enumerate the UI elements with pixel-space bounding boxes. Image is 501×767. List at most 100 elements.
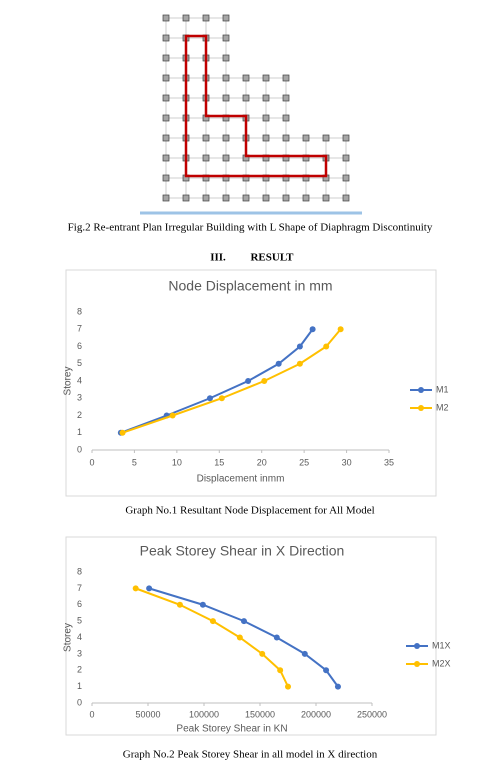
column-node	[282, 114, 290, 122]
data-point	[277, 667, 284, 674]
data-point	[296, 360, 303, 367]
data-point	[259, 650, 266, 657]
legend-label: M2X	[432, 658, 451, 668]
column-node	[162, 194, 170, 202]
column-node	[262, 94, 270, 102]
data-point	[146, 585, 153, 592]
chart-title: Node Displacement in mm	[168, 278, 332, 294]
l-shape-outline	[184, 34, 328, 178]
series-line	[120, 328, 314, 434]
column-node	[342, 154, 350, 162]
data-point	[301, 650, 308, 657]
y-tick-label: 4	[77, 375, 82, 385]
x-tick-label: 0	[89, 709, 94, 719]
x-axis-label: Peak Storey Shear in KN	[176, 724, 287, 735]
column-node	[282, 74, 290, 82]
column-node	[162, 34, 170, 42]
data-point	[323, 667, 330, 674]
legend-label: M2	[436, 402, 449, 412]
legend-marker	[418, 405, 424, 411]
column-node	[162, 134, 170, 142]
data-point	[296, 343, 303, 350]
column-node	[162, 114, 170, 122]
graph-caption: Graph No.1 Resultant Node Displacement f…	[125, 505, 374, 517]
column-node	[202, 154, 210, 162]
building-plan	[162, 14, 350, 202]
column-node	[202, 194, 210, 202]
figure-caption: Fig.2 Re-entrant Plan Irregular Building…	[68, 222, 433, 234]
legend-marker	[414, 661, 420, 667]
section-title: RESULT	[250, 252, 294, 264]
data-point	[273, 634, 280, 641]
y-tick-label: 6	[77, 599, 82, 609]
column-node	[222, 194, 230, 202]
y-axis-label: Storey	[63, 367, 74, 396]
column-node	[222, 54, 230, 62]
column-node	[162, 14, 170, 22]
column-node	[162, 74, 170, 82]
column-node	[222, 134, 230, 142]
column-node	[262, 194, 270, 202]
y-tick-label: 1	[77, 427, 82, 437]
column-node	[262, 74, 270, 82]
x-tick-label: 20	[257, 457, 267, 467]
column-node	[302, 194, 310, 202]
chart-frame	[65, 269, 437, 497]
y-tick-label: 5	[77, 616, 82, 626]
data-point	[261, 378, 268, 384]
series-line	[122, 328, 342, 434]
y-tick-label: 3	[77, 393, 82, 403]
x-tick-label: 50000	[135, 709, 160, 719]
column-node	[262, 114, 270, 122]
y-tick-label: 3	[77, 648, 82, 658]
column-node	[222, 74, 230, 82]
y-tick-label: 8	[77, 306, 82, 316]
x-tick-label: 25	[299, 457, 309, 467]
legend-label: M1X	[432, 640, 451, 650]
column-node	[162, 154, 170, 162]
column-node	[202, 14, 210, 22]
data-point	[218, 395, 225, 402]
data-point	[285, 683, 291, 690]
y-tick-label: 7	[77, 324, 82, 334]
data-point	[176, 601, 183, 608]
data-point	[199, 601, 206, 608]
x-tick-label: 10	[172, 457, 182, 467]
data-point	[206, 395, 213, 402]
column-node	[322, 194, 330, 202]
data-point	[209, 618, 216, 625]
x-axis-label: Displacement inmm	[197, 474, 285, 485]
column-node	[222, 34, 230, 42]
x-tick-label: 100000	[189, 709, 219, 719]
column-node	[162, 94, 170, 102]
y-tick-label: 1	[77, 681, 82, 691]
data-point	[119, 429, 126, 436]
y-tick-label: 5	[77, 358, 82, 368]
column-node	[202, 134, 210, 142]
column-node	[282, 134, 290, 142]
column-node	[162, 54, 170, 62]
column-node	[242, 74, 250, 82]
data-point	[245, 378, 252, 384]
column-node	[242, 94, 250, 102]
column-node	[182, 14, 190, 22]
column-node	[342, 134, 350, 142]
y-tick-label: 2	[77, 665, 82, 675]
x-tick-label: 250000	[357, 709, 387, 719]
column-node	[242, 194, 250, 202]
data-point	[275, 360, 282, 367]
legend-marker	[418, 387, 424, 393]
x-tick-label: 5	[132, 457, 137, 467]
y-tick-label: 7	[77, 583, 82, 593]
data-point	[334, 683, 341, 690]
y-tick-label: 0	[77, 697, 82, 707]
data-point	[309, 326, 316, 333]
data-point	[337, 326, 344, 333]
legend-marker	[414, 643, 420, 649]
column-node	[342, 174, 350, 182]
section-number: III.	[210, 252, 226, 264]
column-node	[262, 134, 270, 142]
column-node	[282, 94, 290, 102]
